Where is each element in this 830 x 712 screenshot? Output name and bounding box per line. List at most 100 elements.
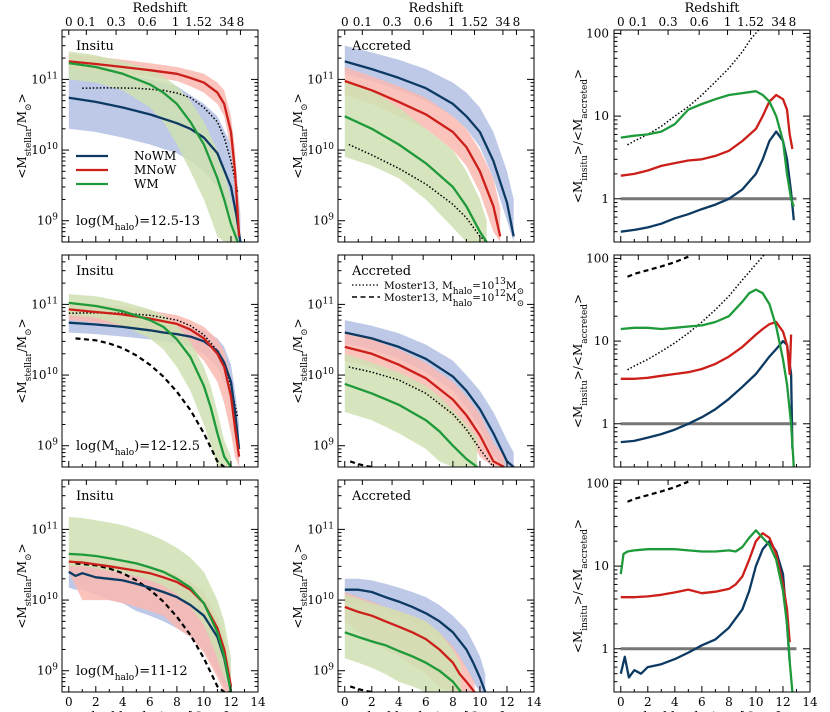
y-axis-label: <Mstellar/M⊙> — [291, 93, 310, 178]
legend-label-mnow: MNoW — [134, 163, 177, 177]
redshift-tick-label: 0.1 — [77, 15, 96, 29]
top-axis-label: Redshift — [408, 1, 464, 16]
series-line-mnow — [68, 308, 241, 457]
x-tick-label: 14 — [526, 695, 542, 709]
panel-ratio-row-1: 0 0.1 0.3 0.6 1 1.52 34 8 1 10 100 <Minsitu>/<Maccr… — [571, 1, 811, 243]
y-tick-label: 100 — [586, 476, 609, 490]
y-tick-label: 109 — [37, 213, 58, 228]
series-line-wm — [344, 631, 462, 692]
y-axis-label: <Minsitu>/<Maccreted> — [571, 69, 590, 203]
y-axis-label: <Minsitu>/<Maccreted> — [571, 294, 590, 428]
series-line-mnow — [344, 79, 502, 237]
redshift-tick-label: 1.52 — [461, 15, 488, 29]
panel-insitu-row-3: 0 2 4 6 8 10 12 14 109 1010 1011 <Mstellar/M⊙> Insit… — [15, 479, 266, 712]
series-line-nowm — [68, 321, 241, 450]
series-line-mnow — [620, 93, 794, 177]
panel-frame — [613, 479, 811, 693]
panel-accreted-row-2: 109 1010 1011 <Mstellar/M⊙> Accreted — [291, 254, 535, 468]
series-line-nowm — [344, 331, 515, 467]
series-line-nowm — [344, 588, 487, 692]
series-line-nowm — [620, 339, 794, 449]
y-tick-label: 109 — [313, 213, 334, 228]
moster-legend-label-dashed: Moster13, Mhalo=1012M⊙ — [384, 289, 524, 309]
y-tick-label: 1011 — [31, 296, 58, 311]
legend-label-wm: WM — [134, 177, 159, 191]
y-axis-label: <Mstellar/M⊙> — [15, 543, 34, 628]
x-tick-label: 12 — [499, 695, 514, 709]
moster-dashed-line — [627, 255, 689, 278]
y-axis-label: <Mstellar/M⊙> — [291, 318, 310, 403]
x-axis-label: lookback time [Gyrs] — [91, 710, 228, 712]
band-mnow — [344, 67, 501, 242]
y-tick-label: 1011 — [31, 71, 58, 86]
series-line-mnow — [68, 60, 241, 237]
moster-dotted-line — [82, 87, 239, 193]
redshift-tick-label: 34 — [495, 15, 511, 29]
y-tick-label: 100 — [586, 26, 609, 40]
series-line-mnow — [68, 560, 233, 687]
series-line-wm — [344, 382, 478, 467]
redshift-tick-label: 8 — [237, 15, 245, 29]
moster-dashed-line — [627, 480, 689, 503]
redshift-tick-label: 0 — [617, 15, 625, 29]
redshift-tick-label: 0.3 — [383, 15, 402, 29]
redshift-tick-label: 0.6 — [690, 15, 709, 29]
redshift-tick-label: 0.6 — [138, 15, 157, 29]
y-tick-label: 1011 — [307, 296, 334, 311]
legend-label-nowm: NoWM — [134, 149, 176, 163]
panel-frame — [61, 29, 259, 243]
series-line-wm — [620, 288, 795, 467]
moster-dashed-line — [75, 337, 225, 467]
halo-mass-label: log(Mhalo)=12.5-13 — [76, 214, 200, 233]
x-tick-label: 6 — [422, 695, 430, 709]
series-line-wm — [344, 115, 488, 242]
moster-legend-label-dotted: Moster13, Mhalo=1013M⊙ — [384, 277, 524, 297]
moster-dashed-line — [75, 562, 231, 692]
x-tick-label: 2 — [92, 695, 100, 709]
top-axis-label: Redshift — [684, 1, 740, 16]
top-axis-label: Redshift — [132, 1, 188, 16]
series-line-nowm — [619, 540, 791, 679]
x-tick-label: 12 — [775, 695, 790, 709]
panel-frame — [337, 254, 535, 468]
redshift-tick-label: 0.6 — [414, 15, 433, 29]
y-tick-label: 109 — [313, 438, 334, 453]
redshift-tick-label: 0 — [341, 15, 349, 29]
panel-title: Accreted — [351, 39, 411, 54]
panel-frame — [337, 479, 535, 693]
series-line-mnow — [344, 605, 476, 692]
band-nowm — [68, 65, 241, 242]
y-tick-label: 1010 — [307, 592, 334, 607]
series-line-wm — [68, 301, 232, 467]
redshift-tick-label: 1.52 — [185, 15, 212, 29]
series-line-mnow — [620, 320, 793, 380]
y-tick-label: 1 — [601, 642, 609, 656]
series-line-wm — [68, 552, 233, 692]
panel-title: Insitu — [76, 39, 114, 54]
redshift-tick-label: 8 — [789, 15, 797, 29]
moster-dotted-line — [627, 255, 765, 371]
redshift-tick-label: 34 — [771, 15, 787, 29]
x-tick-label: 14 — [802, 695, 818, 709]
redshift-tick-label: 0.1 — [629, 15, 648, 29]
x-tick-label: 14 — [250, 695, 266, 709]
band-mnow — [344, 332, 505, 467]
panel-frame — [61, 479, 259, 693]
y-tick-label: 1 — [601, 417, 609, 431]
y-tick-label: 1011 — [31, 521, 58, 536]
series-line-mnow — [620, 532, 791, 643]
y-tick-label: 10 — [594, 109, 609, 123]
panel-ratio-row-2: 1 10 100 <Minsitu>/<Maccreted> — [571, 251, 811, 468]
band-wm — [344, 353, 478, 467]
redshift-tick-label: 34 — [219, 15, 235, 29]
halo-mass-label: log(Mhalo)=11-12 — [76, 664, 188, 683]
series-line-nowm — [620, 130, 795, 233]
y-axis-label: <Minsitu>/<Maccreted> — [571, 519, 590, 653]
band-nowm — [68, 315, 240, 467]
halo-mass-label: log(Mhalo)=12-12.5 — [76, 439, 200, 458]
x-tick-label: 10 — [196, 695, 211, 709]
panel-frame — [613, 254, 811, 468]
panel-accreted-row-3: 0 2 4 6 8 10 12 14 109 1010 1011 <Mstellar/M⊙> Accre… — [291, 479, 542, 712]
